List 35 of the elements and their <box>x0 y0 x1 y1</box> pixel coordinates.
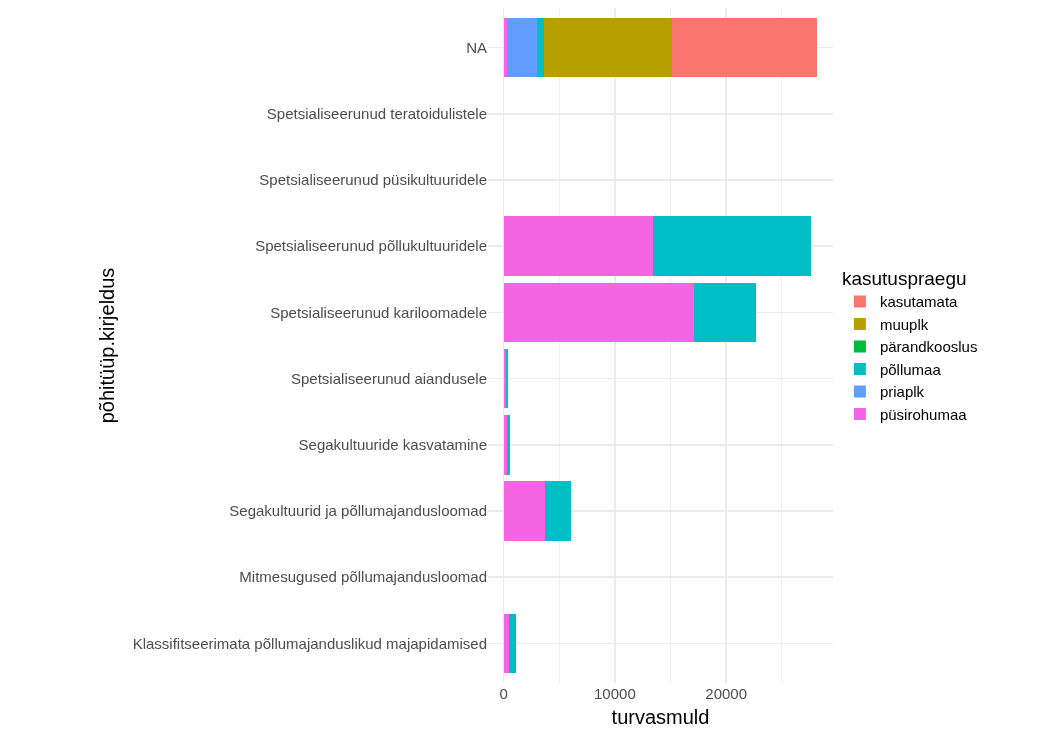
y-tick-label: Spetsialiseerunud püsikultuuridele <box>259 171 487 189</box>
y-tick-label: Mitmesugused põllumajandusloomad <box>239 568 487 586</box>
bar <box>543 17 672 78</box>
y-axis-title: põhitüüp.kirjeldus <box>96 267 119 424</box>
bar <box>509 613 516 674</box>
legend-label: põllumaa <box>879 360 942 378</box>
y-tick-label: Spetsialiseerunud põllukultuuridele <box>255 237 487 255</box>
bar <box>544 481 572 541</box>
x-tick-label: 0 <box>499 685 508 702</box>
y-tick-label: Segakultuurid ja põllumajandusloomad <box>229 502 487 520</box>
bar <box>503 481 545 541</box>
legend-label: priaplk <box>879 383 925 401</box>
bar <box>506 17 537 78</box>
y-tick-label: Spetsialiseerunud teratoidulistele <box>266 105 487 123</box>
legend-label: muuplk <box>879 315 929 333</box>
y-tick-label: Segakultuuride kasvatamine <box>298 436 487 454</box>
bar <box>693 282 757 343</box>
bar <box>503 414 507 475</box>
y-tick-label: Klassifitseerimata põllumajanduslikud majapidamised <box>132 634 487 652</box>
bar <box>536 17 544 78</box>
legend-title: kasutuspraegu <box>841 268 967 290</box>
bar <box>506 414 511 475</box>
x-axis-title: turvasmuld <box>611 705 710 728</box>
bar <box>671 17 818 78</box>
y-tick-label: NA <box>466 38 487 56</box>
legend-label: püsirohumaa <box>879 405 968 423</box>
bar <box>503 216 653 277</box>
y-tick-label: Spetsialiseerunud aiandusele <box>291 369 487 387</box>
y-tick-label: Spetsialiseerunud kariloomadele <box>270 303 487 321</box>
bar <box>652 216 811 277</box>
x-tick-label: 10000 <box>594 685 636 702</box>
legend-label: pärandkooslus <box>879 338 978 356</box>
x-tick-label: 20000 <box>705 685 748 702</box>
legend-label: kasutamata <box>879 293 959 311</box>
bar <box>503 282 694 343</box>
